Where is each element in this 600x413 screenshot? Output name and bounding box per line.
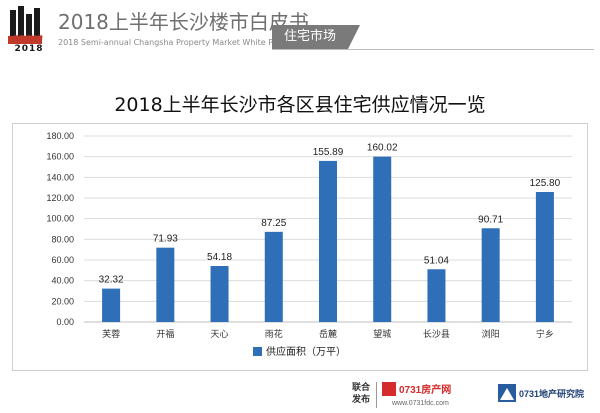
- y-tick-label: 160.00: [46, 152, 74, 162]
- bar: [319, 160, 337, 322]
- footer-separator: [376, 382, 377, 408]
- y-tick-label: 0.00: [56, 317, 74, 327]
- bar-value-label: 51.04: [424, 255, 449, 266]
- fdc-logo-url: www.0731fdc.com: [391, 400, 449, 407]
- fdc-logo: 0731房产网 www.0731fdc.com: [382, 382, 451, 407]
- building-logo-icon: [8, 6, 42, 44]
- legend-swatch: [253, 347, 262, 356]
- bar-value-label: 90.71: [478, 214, 503, 225]
- page-header: 楼市排行榜 2018 2018上半年长沙楼市白皮书 2018 Semi-annu…: [0, 0, 600, 60]
- bar: [373, 156, 392, 322]
- x-tick-label: 芙蓉: [102, 328, 120, 340]
- bar-value-label: 155.89: [313, 147, 344, 158]
- fdc-logo-text: 0731房产网: [399, 383, 451, 396]
- x-tick-label: 浏阳: [482, 328, 500, 340]
- section-tab: 住宅市场: [272, 25, 348, 49]
- header-divider: [272, 49, 594, 50]
- y-tick-label: 100.00: [46, 214, 74, 224]
- x-tick-label: 雨花: [265, 328, 283, 340]
- bar-value-label: 71.93: [153, 234, 178, 245]
- y-tick-label: 60.00: [51, 255, 74, 265]
- bar-value-label: 54.18: [207, 252, 232, 263]
- y-tick-label: 40.00: [51, 276, 74, 286]
- x-tick-label: 宁乡: [536, 328, 554, 340]
- bar: [210, 266, 229, 322]
- x-tick-label: 天心: [211, 329, 229, 340]
- x-tick-label: 望城: [373, 328, 391, 340]
- bar: [156, 247, 175, 322]
- bar: [102, 288, 121, 322]
- research-institute-logo-text: 0731地产研究院: [519, 388, 584, 399]
- x-tick-label: 岳麓: [319, 328, 337, 340]
- fdc-logo-icon: [382, 382, 396, 396]
- bar-value-label: 125.80: [530, 178, 561, 189]
- bar: [427, 269, 446, 322]
- bar-value-label: 160.02: [367, 143, 398, 154]
- chart-title: 2018上半年长沙市各区县住宅供应情况一览: [114, 94, 486, 116]
- joint-release-line-1: 联合: [352, 383, 371, 393]
- y-tick-label: 140.00: [46, 172, 74, 182]
- legend-label: 供应面积（万平）: [266, 345, 346, 358]
- x-tick-label: 长沙县: [423, 328, 450, 340]
- y-tick-label: 20.00: [51, 296, 74, 306]
- y-tick-label: 180.00: [46, 131, 74, 141]
- research-institute-logo: 0731地产研究院: [498, 384, 584, 402]
- bar: [264, 231, 283, 322]
- joint-release-line-2: 发布: [352, 395, 371, 405]
- y-tick-label: 80.00: [51, 234, 74, 244]
- x-tick-label: 开福: [156, 328, 174, 340]
- bar: [535, 192, 554, 322]
- y-tick-label: 120.00: [46, 193, 74, 203]
- bar-value-label: 87.25: [261, 218, 286, 229]
- logo-year: 2018: [14, 44, 44, 54]
- bar-value-label: 32.32: [99, 275, 124, 286]
- section-tab-tail: [348, 25, 360, 49]
- joint-release-label: 联合 发布: [352, 382, 370, 406]
- chart-frame: [12, 123, 588, 371]
- report-subtitle: 2018 Semi-annual Changsha Property Marke…: [58, 38, 291, 47]
- report-title: 2018上半年长沙楼市白皮书: [58, 10, 309, 34]
- logo-label: 楼市排行榜: [13, 35, 44, 42]
- bar: [481, 228, 500, 322]
